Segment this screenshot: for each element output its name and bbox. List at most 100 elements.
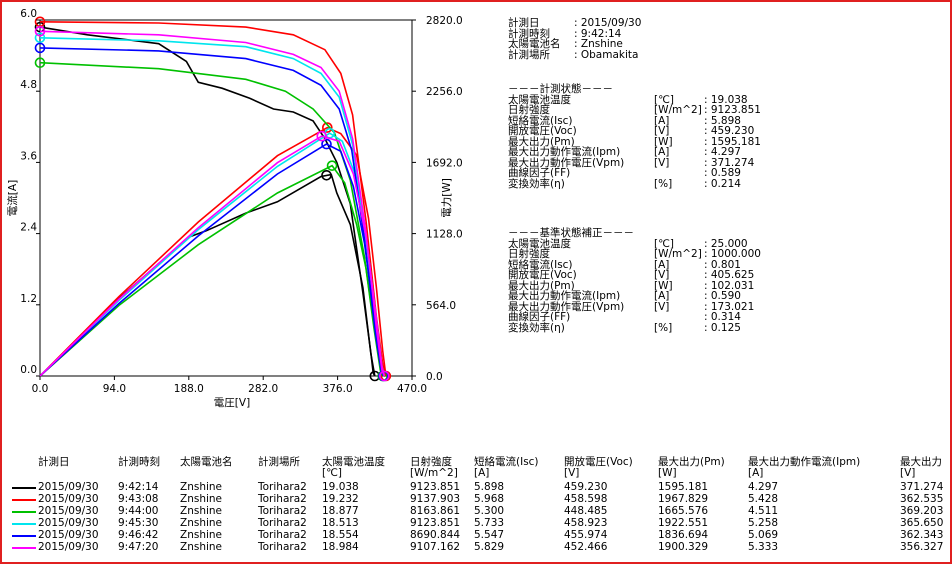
mpp-marker-5: [321, 138, 332, 150]
table-cell: Znshine: [180, 505, 223, 517]
table-cell: 5.428: [748, 493, 779, 505]
table-cell: 1922.551: [658, 517, 709, 529]
table-cell: 2015/09/30: [38, 493, 99, 505]
table-cell: 5.733: [474, 517, 505, 529]
info-label: 最大出力(Pm): [508, 135, 575, 148]
info-label: 太陽電池温度: [508, 93, 571, 106]
info-unit: [W]: [654, 135, 673, 148]
table-cell: 458.598: [564, 493, 608, 505]
table-cell: Torihara2: [258, 505, 307, 517]
info-label: 日射強度: [508, 104, 550, 116]
iv-curve-6: [39, 30, 386, 377]
table-cell: 452.466: [564, 541, 608, 553]
place-label: 計測場所: [508, 48, 550, 61]
info-label: 日射強度: [508, 248, 550, 260]
table-cell: 5.547: [474, 529, 505, 541]
table-cell: Torihara2: [258, 493, 307, 505]
info-value: : 1595.181: [704, 135, 761, 148]
info-unit: [A]: [654, 258, 670, 271]
table-header: 最大出力: [900, 456, 942, 468]
table-cell: Torihara2: [258, 517, 307, 529]
info-unit: [A]: [654, 290, 670, 302]
info-value: : 1000.000: [704, 248, 761, 260]
info-unit: [%]: [654, 321, 673, 334]
table-cell: 5.300: [474, 505, 505, 517]
y2-axis-label: 電力[W]: [440, 178, 453, 218]
table-cell: 1900.329: [658, 541, 709, 553]
table-cell: 356.327: [900, 541, 944, 553]
info-unit: [A]: [654, 114, 670, 127]
table-cell: 369.203: [900, 505, 944, 517]
pv-curve-2: [39, 126, 387, 377]
table-unit: [A]: [474, 467, 490, 479]
y-tick-label: 3.6: [20, 150, 37, 162]
info-label: 最大出力動作電圧(Vpm): [508, 300, 625, 313]
info-label: 最大出力(Pm): [508, 279, 575, 292]
section-standard-title: －－－基準状態補正－－－: [508, 227, 634, 239]
table-cell: 4.297: [748, 481, 779, 493]
mpp-marker-1: [321, 169, 332, 181]
table-header: 太陽電池温度: [322, 456, 385, 468]
table-cell: 9137.903: [410, 493, 461, 505]
table-cell: 18.877: [322, 505, 359, 517]
table-cell: 459.230: [564, 481, 608, 493]
table-cell: 18.554: [322, 529, 359, 541]
info-value: : 0.214: [704, 177, 741, 190]
y2-tick-label: 0.0: [426, 371, 443, 383]
info-label: 最大出力動作電流(Ipm): [508, 290, 621, 302]
x-tick-label: 94.0: [103, 383, 126, 395]
table-unit: [V]: [900, 467, 916, 479]
row-color-swatch: [12, 547, 36, 549]
info-unit: [℃]: [654, 93, 674, 106]
tick-layer: 0.0 94.0 188.0 282.0 376.0 470.00.01.22.43.64…: [20, 8, 462, 395]
table-cell: 19.038: [322, 481, 359, 493]
table-cell: 455.974: [564, 529, 608, 541]
x-axis-label: 電圧[V]: [214, 397, 250, 409]
table-cell: 365.650: [900, 517, 944, 529]
table-cell: 5.258: [748, 517, 779, 529]
info-unit: [V]: [654, 269, 670, 281]
table-cell: Znshine: [180, 493, 223, 505]
table-cell: 19.232: [322, 493, 359, 505]
table-cell: 371.274: [900, 481, 944, 493]
info-unit: [℃]: [654, 237, 674, 250]
measure-time-label: 計測時刻: [508, 27, 550, 40]
table-cell: 362.535: [900, 493, 944, 505]
y-tick-label: 4.8: [20, 79, 37, 91]
info-unit: [W]: [654, 279, 673, 292]
row-color-swatch: [12, 499, 36, 501]
table-cell: 9123.851: [410, 481, 461, 493]
table-cell: 448.485: [564, 505, 608, 517]
info-label: 曲線因子(FF): [508, 311, 571, 323]
mpp-marker-3: [326, 160, 338, 171]
x-tick-label: 376.0: [323, 383, 353, 395]
section-measured-title: －－－計測状態－－－: [508, 83, 613, 95]
table-cell: 8163.861: [410, 505, 461, 517]
isc-marker-3: [34, 57, 46, 69]
table-cell: 4.511: [748, 505, 779, 517]
y2-tick-label: 2820.0: [426, 15, 463, 27]
info-value: : 173.021: [704, 300, 755, 313]
info-unit: [W/m^2]: [654, 104, 702, 116]
table-cell: 9:46:42: [118, 529, 159, 541]
table-unit: [W/m^2]: [410, 467, 458, 479]
table-cell: Torihara2: [258, 529, 307, 541]
info-label: 変換効率(η): [508, 177, 565, 190]
isc-marker-5: [34, 42, 46, 54]
info-value: : 25.000: [704, 237, 748, 250]
table-cell: 5.333: [748, 541, 779, 553]
measure-time-value: : 9:42:14: [574, 27, 622, 40]
table-cell: 362.343: [900, 529, 944, 541]
table-cell: 8690.844: [410, 529, 461, 541]
place-value: : Obamakita: [574, 48, 639, 61]
info-value: : 9123.851: [704, 104, 761, 116]
info-value: : 459.230: [704, 125, 755, 137]
row-color-swatch: [12, 535, 36, 537]
table-cell: 5.829: [474, 541, 505, 553]
table-cell: 5.898: [474, 481, 505, 493]
table-cell: 18.984: [322, 541, 359, 553]
table-header: 計測日: [38, 456, 70, 468]
info-value: : 102.031: [704, 279, 755, 292]
table-cell: 9:44:00: [118, 505, 159, 517]
table-cell: 18.513: [322, 517, 359, 529]
